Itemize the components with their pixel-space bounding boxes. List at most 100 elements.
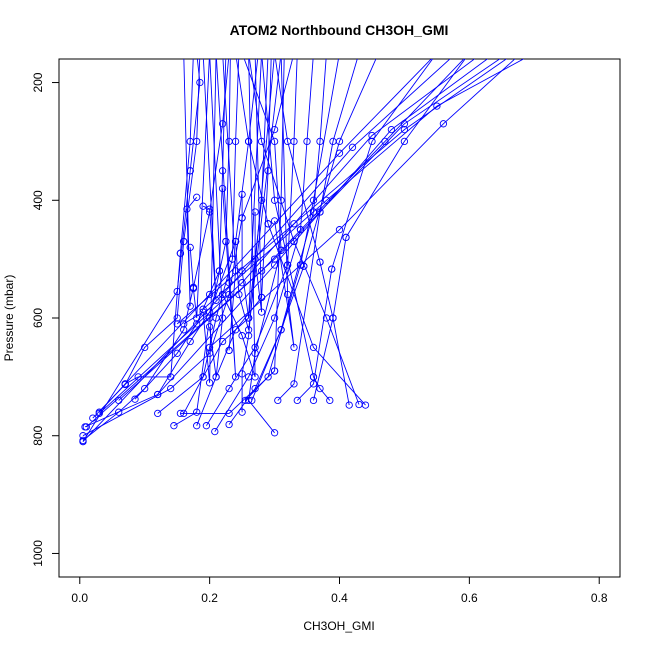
data-point	[290, 343, 298, 352]
profile-line-38	[296, 269, 333, 401]
profile-line-70	[189, 59, 210, 319]
data-point	[186, 243, 194, 252]
x-tick-label: 0.2	[201, 591, 218, 605]
data-point	[257, 267, 266, 275]
data-point	[316, 258, 324, 266]
data-point	[316, 384, 324, 393]
data-point	[154, 390, 162, 399]
profile-line-14	[157, 258, 233, 414]
profile-line-57	[209, 59, 516, 348]
x-tick-label: 0.8	[591, 591, 608, 605]
data-point	[238, 267, 246, 275]
profile-line-41	[345, 59, 466, 238]
profile-line-17	[225, 59, 231, 242]
profile-line-20	[180, 370, 275, 414]
profile-line-65	[216, 59, 237, 377]
profile-line-69	[241, 59, 275, 413]
data-point	[296, 226, 305, 234]
profile-line-32	[245, 264, 301, 401]
profile-line-33	[300, 59, 339, 266]
data-point	[186, 337, 194, 346]
data-point	[199, 202, 207, 210]
data-point	[212, 373, 220, 381]
data-point	[205, 323, 214, 331]
profile-line-53	[86, 59, 501, 428]
data-point	[244, 137, 253, 146]
data-point	[212, 296, 220, 304]
x-tick-label: 0.6	[461, 591, 478, 605]
data-point	[277, 326, 285, 334]
profile-line-0	[82, 170, 191, 442]
data-point	[439, 120, 448, 128]
plot-content	[79, 59, 525, 446]
data-point	[400, 137, 409, 146]
profile-line-51	[98, 59, 476, 414]
data-point	[170, 422, 178, 430]
data-point	[270, 261, 279, 269]
data-point	[202, 422, 211, 430]
data-point	[225, 279, 233, 287]
data-point	[257, 308, 266, 316]
data-point	[270, 429, 279, 437]
profile-line-43	[261, 59, 314, 377]
profile-line-39	[331, 59, 434, 270]
data-point	[176, 409, 185, 418]
data-point	[193, 408, 201, 416]
data-point	[251, 208, 259, 216]
profile-line-35	[303, 59, 377, 267]
data-point	[79, 437, 87, 446]
profile-line-59	[183, 59, 217, 383]
data-point	[238, 408, 246, 416]
data-point	[283, 290, 292, 299]
profile-line-25	[287, 59, 298, 266]
data-point	[309, 380, 318, 388]
data-point	[264, 220, 272, 228]
profile-line-9	[179, 59, 194, 254]
data-point	[231, 373, 240, 381]
data-point	[218, 314, 227, 322]
profile-line-48	[267, 223, 366, 406]
data-point	[121, 380, 129, 388]
profile-line-63	[183, 59, 198, 307]
profile-line-26	[214, 229, 301, 432]
plot-area-frame	[58, 58, 621, 578]
profile-line-37	[319, 59, 358, 213]
data-point	[205, 205, 214, 213]
data-point	[270, 137, 279, 146]
data-point	[293, 396, 301, 405]
data-point	[283, 137, 292, 146]
data-point	[228, 255, 237, 263]
data-point	[335, 149, 344, 157]
profile-line-54	[157, 59, 489, 395]
data-point	[361, 401, 370, 409]
data-point	[244, 332, 253, 340]
data-point	[309, 196, 318, 204]
profile-line-58	[118, 59, 465, 401]
data-point	[345, 401, 353, 409]
data-point	[270, 255, 279, 263]
data-point	[400, 125, 409, 134]
data-point	[283, 261, 292, 269]
data-point	[251, 373, 259, 381]
data-point	[186, 302, 194, 310]
profile-line-10	[92, 241, 185, 419]
data-point	[79, 432, 87, 440]
data-point	[176, 249, 185, 257]
profile-line-67	[254, 59, 263, 313]
profile-line-4	[84, 241, 237, 428]
data-point	[270, 314, 279, 322]
profile-line-16	[173, 241, 227, 427]
data-point	[309, 396, 318, 405]
profile-line-44	[319, 261, 350, 406]
profile-line-7	[241, 59, 293, 219]
profile-line-34	[251, 266, 305, 401]
data-point	[238, 370, 246, 378]
data-point	[180, 326, 188, 334]
data-point	[154, 409, 162, 418]
y-axis-label: Pressure (mbar)	[2, 275, 16, 362]
data-point	[180, 237, 188, 246]
profile-line-42	[313, 376, 331, 401]
data-point	[290, 380, 298, 388]
x-tick-label: 0.0	[71, 591, 88, 605]
